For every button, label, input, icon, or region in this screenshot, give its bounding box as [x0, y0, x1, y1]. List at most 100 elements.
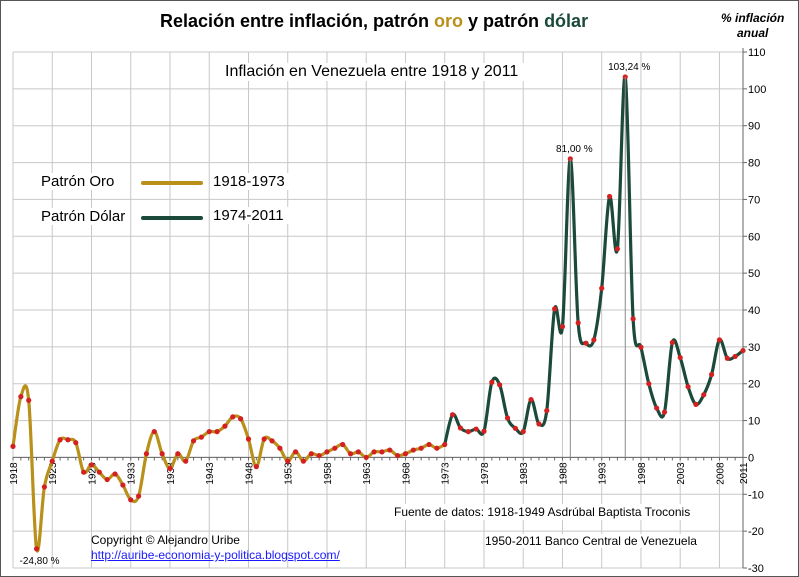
data-point — [701, 392, 707, 398]
data-point — [206, 429, 212, 435]
data-point — [395, 452, 401, 459]
peak-annotation: 103,24 % — [608, 62, 650, 73]
legend-dolar-years: 1974-2011 — [213, 207, 298, 224]
data-point — [222, 423, 228, 429]
data-point — [740, 347, 746, 354]
data-point — [316, 452, 322, 459]
data-point — [552, 306, 558, 312]
x-tick-label: 1948 — [244, 462, 255, 485]
x-tick-label: 1998 — [637, 462, 648, 485]
y-tick-label: 70 — [748, 194, 760, 206]
data-point — [379, 449, 385, 455]
data-point — [528, 396, 534, 403]
chart-title-dolar: dólar — [544, 11, 589, 31]
x-tick-label: 1938 — [166, 462, 177, 485]
data-point — [355, 449, 361, 455]
data-point — [151, 429, 157, 435]
data-point — [285, 458, 291, 464]
y-tick-label: 90 — [748, 121, 760, 133]
data-point — [253, 464, 259, 470]
data-point — [198, 434, 204, 440]
data-point — [26, 397, 32, 403]
y-tick-label: 100 — [748, 84, 766, 96]
data-point — [426, 441, 432, 448]
blog-link[interactable]: http://auribe-economia-y-politica.blogsp… — [91, 548, 340, 562]
data-point — [277, 445, 283, 451]
legend-oro-label: Patrón Oro — [41, 173, 115, 190]
data-point — [88, 462, 95, 468]
y-tick-label: 40 — [748, 305, 760, 317]
peak-annotation: 81,00 % — [556, 144, 593, 155]
data-point — [112, 471, 118, 477]
data-point — [646, 381, 652, 387]
y-tick-label: 50 — [748, 268, 760, 280]
data-point — [135, 493, 142, 499]
data-point — [269, 438, 275, 444]
data-point — [292, 449, 299, 455]
data-point — [81, 469, 87, 475]
data-point — [724, 355, 730, 361]
data-point — [489, 379, 495, 385]
data-point — [230, 414, 236, 420]
data-point — [661, 409, 668, 415]
data-point — [497, 382, 503, 388]
data-point — [143, 451, 150, 457]
series-line-oro — [11, 384, 447, 553]
x-tick-label: 1963 — [362, 462, 373, 485]
x-tick-label: 1973 — [441, 462, 452, 485]
y-tick-label: 110 — [748, 47, 766, 59]
data-point — [630, 316, 636, 322]
data-point — [606, 193, 613, 200]
source-line-1: Fuente de datos: 1918-1949 Asdrúbal Bapt… — [390, 504, 699, 520]
data-point — [732, 353, 738, 360]
data-point — [245, 436, 252, 442]
y-tick-label: 10 — [748, 416, 760, 428]
data-point — [49, 458, 55, 464]
chart-title: Relación entre inflación, patrón oro y p… — [154, 9, 595, 34]
data-point — [363, 454, 369, 461]
data-point — [591, 337, 597, 343]
x-tick-label: 1918 — [9, 462, 20, 485]
legend-dolar-swatch — [141, 216, 203, 220]
data-point — [73, 440, 79, 446]
data-point — [10, 443, 16, 449]
y-tick-label: -10 — [748, 489, 764, 501]
data-point — [387, 447, 393, 453]
data-point — [159, 451, 165, 457]
x-tick-label: 1988 — [558, 462, 569, 485]
x-tick-label: 1983 — [519, 462, 530, 485]
data-point — [104, 476, 110, 483]
data-point — [677, 354, 683, 361]
data-point — [300, 458, 307, 464]
y-axis-title-line2: anual — [737, 26, 769, 40]
chart-title-oro: oro — [434, 11, 464, 31]
x-tick-label: 1993 — [598, 462, 609, 485]
y-tick-label: 20 — [748, 379, 760, 391]
data-point — [512, 425, 518, 431]
chart-title-prefix: Relación entre inflación, patrón — [160, 11, 435, 31]
data-point — [614, 246, 621, 252]
x-tick-label: 1953 — [284, 462, 295, 485]
data-point — [190, 438, 197, 444]
series-line-dolar — [443, 75, 745, 447]
data-point — [693, 401, 699, 407]
source-line-2: 1950-2011 Banco Central de Venezuela — [485, 534, 697, 548]
data-point — [536, 421, 542, 427]
data-point — [347, 451, 354, 457]
x-tick-label: 1978 — [480, 462, 491, 485]
x-tick-label: 1968 — [401, 462, 412, 485]
data-point — [709, 371, 715, 378]
legend-dolar-label: Patrón Dólar — [41, 208, 126, 225]
data-point — [544, 408, 550, 414]
legend-oro-years: 1918-1973 — [213, 173, 303, 190]
data-point — [442, 441, 448, 448]
data-point — [669, 339, 675, 346]
data-point — [465, 429, 471, 435]
legend-oro-swatch — [141, 181, 203, 185]
x-tick-label: 1923 — [48, 462, 59, 485]
data-point — [128, 497, 134, 503]
data-point — [473, 426, 479, 432]
data-point — [418, 445, 424, 451]
